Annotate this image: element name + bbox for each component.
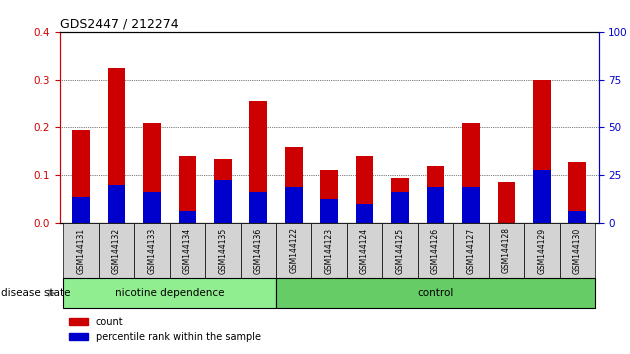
Text: GSM144126: GSM144126 (431, 227, 440, 274)
Bar (524, 223, 559, 278)
Bar (214, 180, 232, 223)
Bar (489, 223, 524, 278)
Bar (99, 223, 134, 278)
Text: GSM144129: GSM144129 (537, 227, 546, 274)
Text: disease state: disease state (1, 288, 71, 298)
Bar (427, 166, 444, 223)
Bar (559, 223, 595, 278)
Bar (249, 192, 267, 223)
Bar (391, 192, 409, 223)
Bar (64, 278, 276, 308)
Bar (462, 123, 480, 223)
Text: GSM144122: GSM144122 (289, 228, 298, 273)
Text: GSM144130: GSM144130 (573, 227, 581, 274)
Text: GDS2447 / 212274: GDS2447 / 212274 (60, 18, 178, 31)
Bar (311, 223, 347, 278)
Bar (205, 223, 241, 278)
Bar (418, 223, 453, 278)
Text: GSM144123: GSM144123 (324, 227, 334, 274)
Text: GSM144136: GSM144136 (254, 227, 263, 274)
Bar (462, 187, 480, 223)
Bar (276, 223, 311, 278)
Bar (533, 171, 551, 223)
Bar (178, 156, 197, 223)
Bar (427, 187, 444, 223)
Bar (347, 223, 382, 278)
Text: GSM144134: GSM144134 (183, 227, 192, 274)
Bar (249, 101, 267, 223)
Text: nicotine dependence: nicotine dependence (115, 288, 224, 298)
Legend: count, percentile rank within the sample: count, percentile rank within the sample (65, 313, 265, 346)
Bar (498, 182, 515, 223)
Text: GSM144127: GSM144127 (466, 227, 476, 274)
Bar (568, 162, 586, 223)
Bar (320, 199, 338, 223)
Bar (143, 123, 161, 223)
Text: GSM144135: GSM144135 (219, 227, 227, 274)
Bar (276, 278, 595, 308)
Bar (108, 68, 125, 223)
Text: GSM144124: GSM144124 (360, 227, 369, 274)
Bar (382, 223, 418, 278)
Text: control: control (417, 288, 454, 298)
Bar (108, 185, 125, 223)
Bar (285, 187, 302, 223)
Bar (72, 130, 90, 223)
Bar (143, 192, 161, 223)
Bar (391, 178, 409, 223)
Bar (568, 211, 586, 223)
Bar (356, 204, 374, 223)
Bar (134, 223, 169, 278)
Text: GSM144133: GSM144133 (147, 227, 156, 274)
Bar (453, 223, 489, 278)
Bar (214, 159, 232, 223)
Bar (64, 223, 99, 278)
Bar (320, 171, 338, 223)
Bar (285, 147, 302, 223)
Bar (169, 223, 205, 278)
Text: GSM144132: GSM144132 (112, 227, 121, 274)
Bar (178, 211, 197, 223)
Bar (356, 156, 374, 223)
Text: GSM144128: GSM144128 (502, 228, 511, 273)
Text: GSM144131: GSM144131 (77, 227, 86, 274)
Bar (533, 80, 551, 223)
Text: GSM144125: GSM144125 (396, 227, 404, 274)
Bar (241, 223, 276, 278)
Bar (72, 197, 90, 223)
